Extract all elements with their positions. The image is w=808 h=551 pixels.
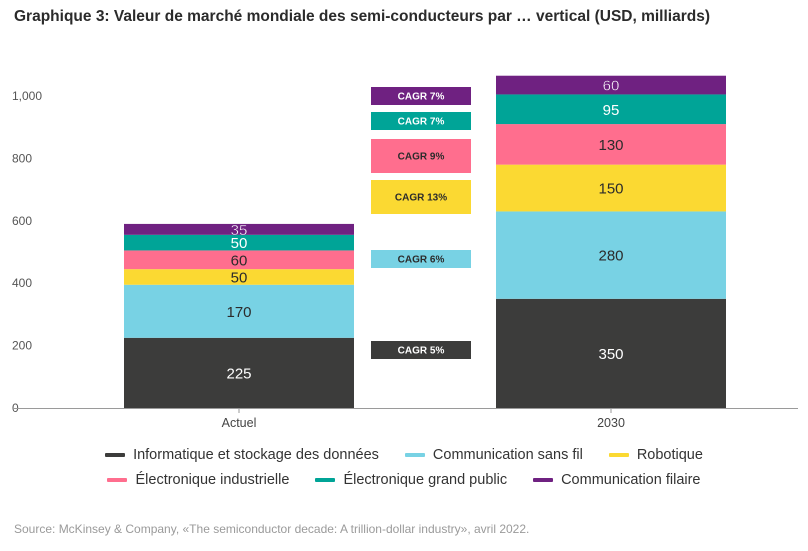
y-tick-label: 400 [12,276,32,290]
y-tick-label: 600 [12,214,32,228]
cagr-label: CAGR 9% [398,152,445,163]
cagr-label: CAGR 7% [398,92,445,103]
cagr-label: CAGR 6% [398,255,445,266]
data-label: 225 [226,365,251,382]
cagr-box [371,250,471,268]
data-label: 130 [598,137,623,154]
legend-item-sans-fil: Communication sans fil [404,447,583,463]
stacked-bar-chart: 02004006008001,00022517050605035Actuel35… [12,75,798,430]
legend-swatch [404,453,425,457]
x-tick-label: 2030 [597,416,625,430]
data-label: 35 [231,222,248,239]
legend-label: Robotique [636,447,703,463]
legend-item-filaire: Communication filaire [533,472,701,488]
cagr-label: CAGR 5% [398,346,445,357]
cagr-label: CAGR 7% [398,117,445,128]
y-tick-label: 800 [12,151,32,165]
legend-label: Communication filaire [561,472,701,488]
cagr-box [371,139,471,173]
bar-segment [124,337,354,408]
legend-item-informatique: Informatique et stockage des données [105,447,379,463]
x-tick-label: Actuel [222,416,257,430]
legend-row: Informatique et stockage des données Com… [0,447,808,463]
data-label: 95 [603,102,620,119]
legend: Informatique et stockage des données Com… [0,447,808,497]
legend-label: Électronique industrielle [135,472,290,488]
y-tick-label: 200 [12,339,32,353]
y-tick-label: 1,000 [12,89,42,103]
legend-label: Communication sans fil [432,447,583,463]
bar-segment [124,223,354,235]
data-label: 170 [226,304,251,321]
legend-swatch [107,478,128,482]
legend-item-industrielle: Électronique industrielle [107,472,289,488]
data-label: 150 [598,181,623,198]
legend-row: Électronique industrielle Électronique g… [0,472,808,488]
cagr-box [371,180,471,214]
legend-label: Électronique grand public [343,472,508,488]
bar-segment [496,124,726,165]
cagr-label: CAGR 13% [395,193,447,204]
legend-item-robotique: Robotique [608,447,703,463]
bar-segment [496,164,726,212]
data-label: 50 [231,269,248,286]
cagr-box [371,112,471,130]
bar-segment [124,250,354,270]
legend-swatch [315,478,336,482]
source-note: Source: McKinsey & Company, «The semicon… [14,522,530,536]
data-label: 280 [598,248,623,265]
bar-segment [496,75,726,95]
legend-label: Informatique et stockage des données [133,447,379,463]
cagr-box [371,341,471,359]
bar-segment [124,234,354,251]
bar-segment [496,211,726,299]
bar-segment [124,269,354,285]
data-label: 50 [231,235,248,252]
legend-swatch [105,453,126,457]
legend-item-grand-public: Électronique grand public [315,472,507,488]
legend-swatch [533,478,554,482]
data-label: 60 [231,252,248,269]
bar-segment [496,94,726,125]
data-label: 350 [598,346,623,363]
legend-swatch [608,453,629,457]
chart-title: Graphique 3: Valeur de marché mondiale d… [14,8,710,25]
cagr-box [371,87,471,105]
data-label: 60 [603,78,620,95]
bar-segment [496,298,726,408]
bar-segment [124,284,354,338]
